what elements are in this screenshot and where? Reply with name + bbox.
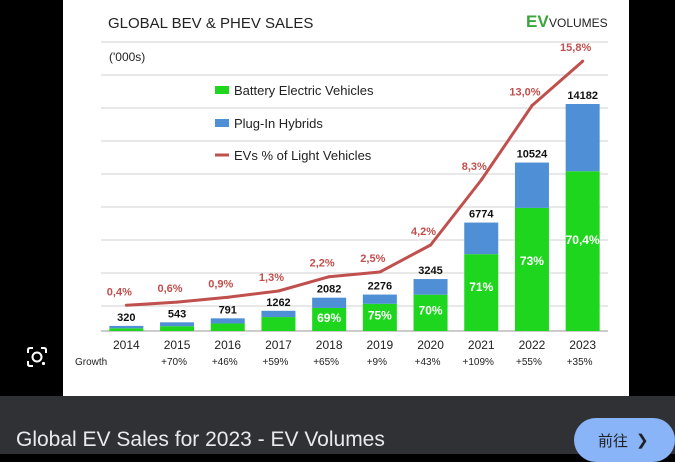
visit-button-label: 前往: [598, 432, 629, 450]
growth-label: +65%: [313, 357, 339, 368]
ev-share-point: [175, 300, 179, 304]
ev-share-label: 0,6%: [158, 283, 183, 295]
bar-bev: [362, 303, 397, 331]
chart-title: GLOBAL BEV & PHEV SALES: [108, 15, 313, 32]
chevron-right-icon: ❯: [636, 432, 649, 449]
bar-phev: [261, 310, 296, 318]
bar-bev: [514, 207, 549, 331]
bar-total-label: 1262: [266, 297, 290, 309]
ev-share-point: [378, 270, 382, 274]
growth-row-title: Growth: [75, 357, 107, 368]
bar-phev: [413, 279, 448, 295]
legend-line-label: EVs % of Light Vehicles: [234, 148, 372, 163]
bar-bev: [464, 254, 499, 331]
x-tick-label: 2023: [569, 338, 596, 352]
ev-share-label: 4,2%: [411, 226, 436, 238]
x-tick-label: 2016: [214, 338, 241, 352]
ev-share-point: [276, 289, 280, 293]
growth-label: +9%: [367, 357, 387, 368]
bar-share-label: 69%: [317, 311, 341, 325]
bar-share-label: 73%: [520, 254, 544, 268]
growth-label: +43%: [415, 357, 441, 368]
growth-label: +55%: [516, 357, 542, 368]
bar-total-label: 2276: [368, 281, 392, 293]
bar-bev: [210, 323, 245, 331]
bar-total-label: 6774: [469, 209, 494, 221]
ev-share-label: 1,3%: [259, 272, 284, 284]
bar-bev: [160, 326, 195, 331]
bar-bev: [413, 294, 448, 331]
ev-share-label: 2,2%: [310, 258, 335, 270]
google-lens-icon[interactable]: [22, 342, 52, 372]
legend-bev-swatch: [215, 86, 229, 94]
x-tick-label: 2021: [468, 338, 495, 352]
x-tick-label: 2015: [164, 338, 191, 352]
unit-label: ('000s): [109, 50, 145, 64]
ev-share-point: [530, 104, 534, 108]
ev-share-point: [124, 303, 128, 307]
bar-phev: [312, 297, 347, 308]
bar-phev: [464, 222, 499, 255]
growth-label: +59%: [263, 357, 289, 368]
bar-total-label: 10524: [517, 149, 548, 161]
growth-label: +109%: [463, 357, 495, 368]
bar-share-label: 71%: [469, 280, 493, 294]
visit-button[interactable]: 前往 ❯: [574, 418, 675, 462]
bar-total-label: 14182: [567, 90, 598, 102]
ev-share-point: [581, 59, 585, 63]
chart-image: GLOBAL BEV & PHEV SALES EV VOLUMES ('000s) B…: [63, 0, 629, 396]
bar-phev: [210, 318, 245, 324]
bar-total-label: 2082: [317, 284, 341, 296]
growth-label: +70%: [161, 357, 187, 368]
growth-label: +35%: [567, 357, 593, 368]
x-tick-label: 2017: [265, 338, 292, 352]
bar-share-label: 70%: [419, 303, 443, 317]
bar-bev: [565, 171, 600, 331]
ev-share-label: 2,5%: [360, 253, 385, 265]
ev-share-label: 0,9%: [208, 278, 233, 290]
bar-total-label: 791: [219, 304, 237, 316]
ev-share-label: 0,4%: [107, 286, 132, 298]
ev-share-point: [327, 275, 331, 279]
bar-bev: [109, 328, 144, 331]
ev-share-label: 8,3%: [462, 161, 487, 173]
x-tick-label: 2019: [366, 338, 393, 352]
x-tick-label: 2020: [417, 338, 444, 352]
x-tick-label: 2018: [316, 338, 343, 352]
bar-total-label: 3245: [418, 265, 442, 277]
ev-share-point: [429, 243, 433, 247]
ev-share-line: [126, 60, 584, 307]
bar-total-label: 543: [168, 308, 186, 320]
growth-label: +46%: [212, 357, 238, 368]
bar-phev: [565, 104, 600, 172]
brand-volumes: VOLUMES: [549, 16, 608, 30]
x-tick-label: 2014: [113, 338, 140, 352]
bar-bev: [312, 307, 347, 331]
brand-ev: EV: [526, 12, 549, 31]
legend-bev-label: Battery Electric Vehicles: [234, 83, 374, 98]
ev-sales-chart: GLOBAL BEV & PHEV SALES EV VOLUMES ('000s) B…: [75, 12, 608, 368]
bar-phev: [362, 294, 397, 304]
bar-total-label: 320: [117, 312, 135, 324]
bar-phev: [514, 162, 549, 208]
bar-phev: [109, 325, 144, 329]
ev-share-point: [226, 295, 230, 299]
legend-phev-swatch: [215, 119, 229, 127]
bar-share-label: 75%: [368, 308, 392, 322]
bar-share-label: 70,4%: [566, 233, 600, 247]
x-tick-label: 2022: [519, 338, 546, 352]
bar-phev: [160, 322, 195, 327]
image-caption-link[interactable]: Global EV Sales for 2023 - EV Volumes: [16, 428, 385, 451]
ev-share-label: 13,0%: [509, 87, 540, 99]
ev-share-point: [479, 178, 483, 182]
result-info-bar: [0, 396, 675, 454]
image-viewer-stage: GLOBAL BEV & PHEV SALES EV VOLUMES ('000s) B…: [22, 0, 629, 396]
ev-share-label: 15,8%: [560, 42, 591, 54]
bar-bev: [261, 317, 296, 331]
legend-phev-label: Plug-In Hybrids: [234, 116, 323, 131]
